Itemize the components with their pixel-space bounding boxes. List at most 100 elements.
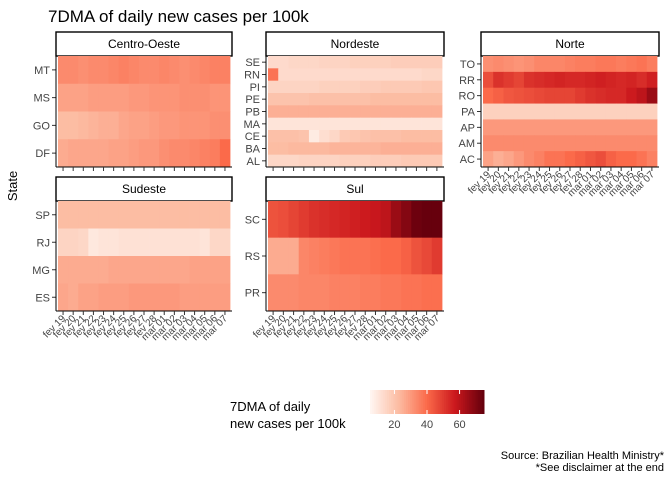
heat-tile (431, 274, 443, 312)
heat-tile (179, 201, 190, 229)
heat-tile (431, 130, 443, 143)
heat-tile (503, 56, 515, 73)
heat-tile (159, 56, 170, 85)
y-tick-label: MT (34, 65, 50, 77)
heat-tile (390, 274, 402, 312)
heat-tile (370, 201, 381, 239)
heat-tile (421, 93, 433, 106)
heat-tile (179, 256, 190, 284)
heat-tile (544, 135, 556, 152)
heat-tile (431, 117, 443, 131)
heat-tile (554, 151, 566, 168)
heat-tile (421, 201, 433, 239)
heat-tile (219, 56, 231, 85)
heat-tile (98, 111, 109, 140)
heat-tile (189, 228, 201, 257)
heat-tile (189, 111, 201, 140)
heat-tile (329, 68, 341, 82)
heat-tile (88, 201, 99, 229)
heat-tile (585, 135, 596, 152)
legend-ticks: 20 40 60 (388, 390, 466, 431)
heat-tile (209, 228, 221, 257)
heat-tile (319, 130, 330, 143)
heat-tile (288, 154, 300, 168)
heat-tile (636, 71, 648, 89)
heat-tile (298, 68, 310, 82)
heat-tile (554, 135, 566, 152)
y-tick-label: MS (34, 93, 51, 105)
heat-tile (58, 56, 69, 85)
heat-tile (319, 237, 330, 275)
heat-tile (493, 135, 504, 152)
heat-tile (544, 87, 556, 104)
heat-tile (268, 56, 279, 69)
facet-strip-label: Sul (346, 182, 363, 196)
heat-tile (278, 105, 289, 119)
heat-tile (626, 71, 637, 89)
heat-tile (308, 56, 320, 69)
heat-tile (421, 80, 433, 94)
heat-tile (380, 68, 392, 82)
heat-tile (298, 142, 310, 156)
heat-tile (605, 119, 617, 136)
heat-tile (636, 135, 648, 152)
heat-tile (319, 201, 330, 239)
heat-tile (483, 56, 494, 73)
heat-tile (189, 201, 201, 229)
heat-tile (401, 154, 412, 168)
y-tick-label: RS (245, 251, 260, 263)
y-tick-label: PI (250, 82, 260, 94)
heat-tile (209, 83, 221, 112)
heat-tile (118, 256, 130, 284)
legend-gradient-step (428, 390, 432, 414)
color-legend: 7DMA of daily new cases per 100k 20 40 60 (230, 390, 485, 431)
heat-tile (288, 142, 300, 156)
heat-tile (370, 93, 381, 106)
legend-gradient-step (373, 390, 377, 414)
heat-tile (78, 283, 89, 312)
heat-tile (360, 154, 371, 168)
legend-gradient-step (453, 390, 456, 414)
legend-gradient-step (457, 390, 460, 414)
heat-tile (626, 87, 637, 104)
heat-tile (575, 87, 586, 104)
heat-tile (564, 71, 576, 89)
heat-tile (138, 139, 150, 168)
legend-gradient-step (440, 390, 443, 414)
heat-tile (308, 237, 320, 275)
heat-tile (298, 93, 310, 106)
heat-tile (98, 228, 109, 257)
legend-gradient-step (402, 390, 405, 414)
heat-tile (503, 135, 515, 152)
heat-tile (421, 56, 433, 69)
heat-tile (68, 83, 79, 112)
legend-gradient-step (406, 390, 409, 414)
legend-gradient-step (455, 390, 458, 414)
heat-tile (268, 105, 279, 119)
heat-tile (88, 256, 99, 284)
heat-tile (288, 93, 300, 106)
heat-tile (595, 87, 607, 104)
heat-tile (138, 283, 150, 312)
heat-tile (349, 142, 361, 156)
heat-tile (554, 56, 566, 73)
legend-gradient-step (396, 390, 399, 414)
heat-tile (503, 103, 515, 120)
heat-tile (360, 201, 371, 239)
heat-tile (128, 228, 140, 257)
heat-tile (108, 111, 120, 140)
heat-tile (98, 283, 109, 312)
heat-tile (339, 80, 351, 94)
heat-tile (209, 111, 221, 140)
heat-tile (534, 119, 545, 136)
heat-tile (349, 80, 361, 94)
heat-tile (88, 228, 99, 257)
heat-tile (159, 201, 170, 229)
y-tick-label: AM (459, 138, 476, 150)
heat-tile (108, 256, 120, 284)
y-tick-label: AP (460, 122, 475, 134)
heat-tile (401, 117, 412, 131)
heat-tile (349, 105, 361, 119)
heat-tile (278, 56, 289, 69)
